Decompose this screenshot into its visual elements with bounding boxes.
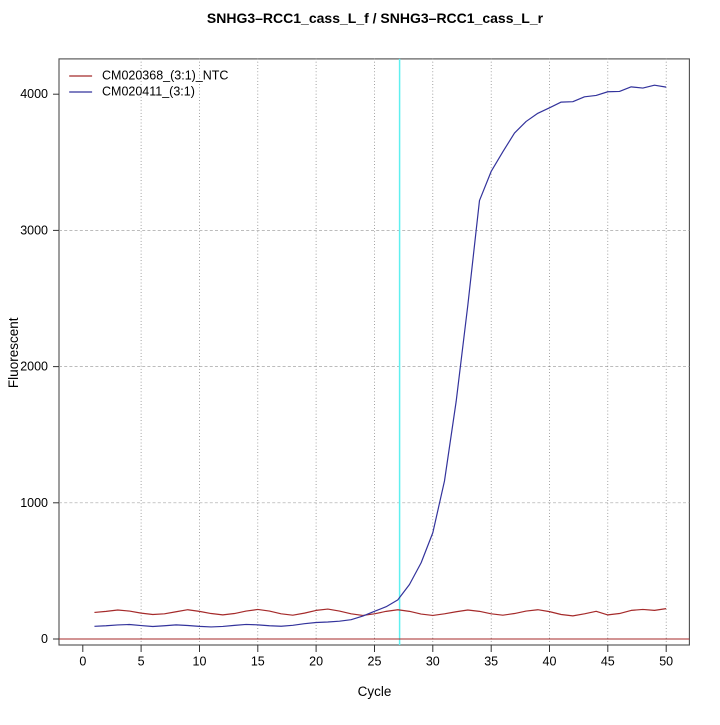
svg-text:15: 15 — [251, 655, 265, 669]
svg-text:45: 45 — [601, 655, 615, 669]
svg-text:25: 25 — [368, 655, 382, 669]
svg-text:35: 35 — [484, 655, 498, 669]
svg-text:10: 10 — [193, 655, 207, 669]
svg-text:SNHG3–RCC1_cass_L_f / SNHG3–RC: SNHG3–RCC1_cass_L_f / SNHG3–RCC1_cass_L_… — [207, 10, 544, 26]
svg-text:Fluorescent: Fluorescent — [6, 317, 21, 388]
svg-text:3000: 3000 — [20, 223, 48, 237]
svg-text:5: 5 — [138, 655, 145, 669]
svg-text:0: 0 — [41, 632, 48, 646]
svg-text:30: 30 — [426, 655, 440, 669]
svg-text:1000: 1000 — [20, 496, 48, 510]
svg-text:20: 20 — [309, 655, 323, 669]
svg-text:40: 40 — [543, 655, 557, 669]
svg-text:CM020411_(3:1): CM020411_(3:1) — [102, 85, 195, 99]
svg-text:50: 50 — [659, 655, 673, 669]
svg-text:4000: 4000 — [20, 87, 48, 101]
svg-text:2000: 2000 — [20, 360, 48, 374]
svg-text:CM020368_(3:1)_NTC: CM020368_(3:1)_NTC — [102, 69, 228, 83]
svg-text:Cycle: Cycle — [358, 684, 392, 699]
svg-text:0: 0 — [79, 655, 86, 669]
